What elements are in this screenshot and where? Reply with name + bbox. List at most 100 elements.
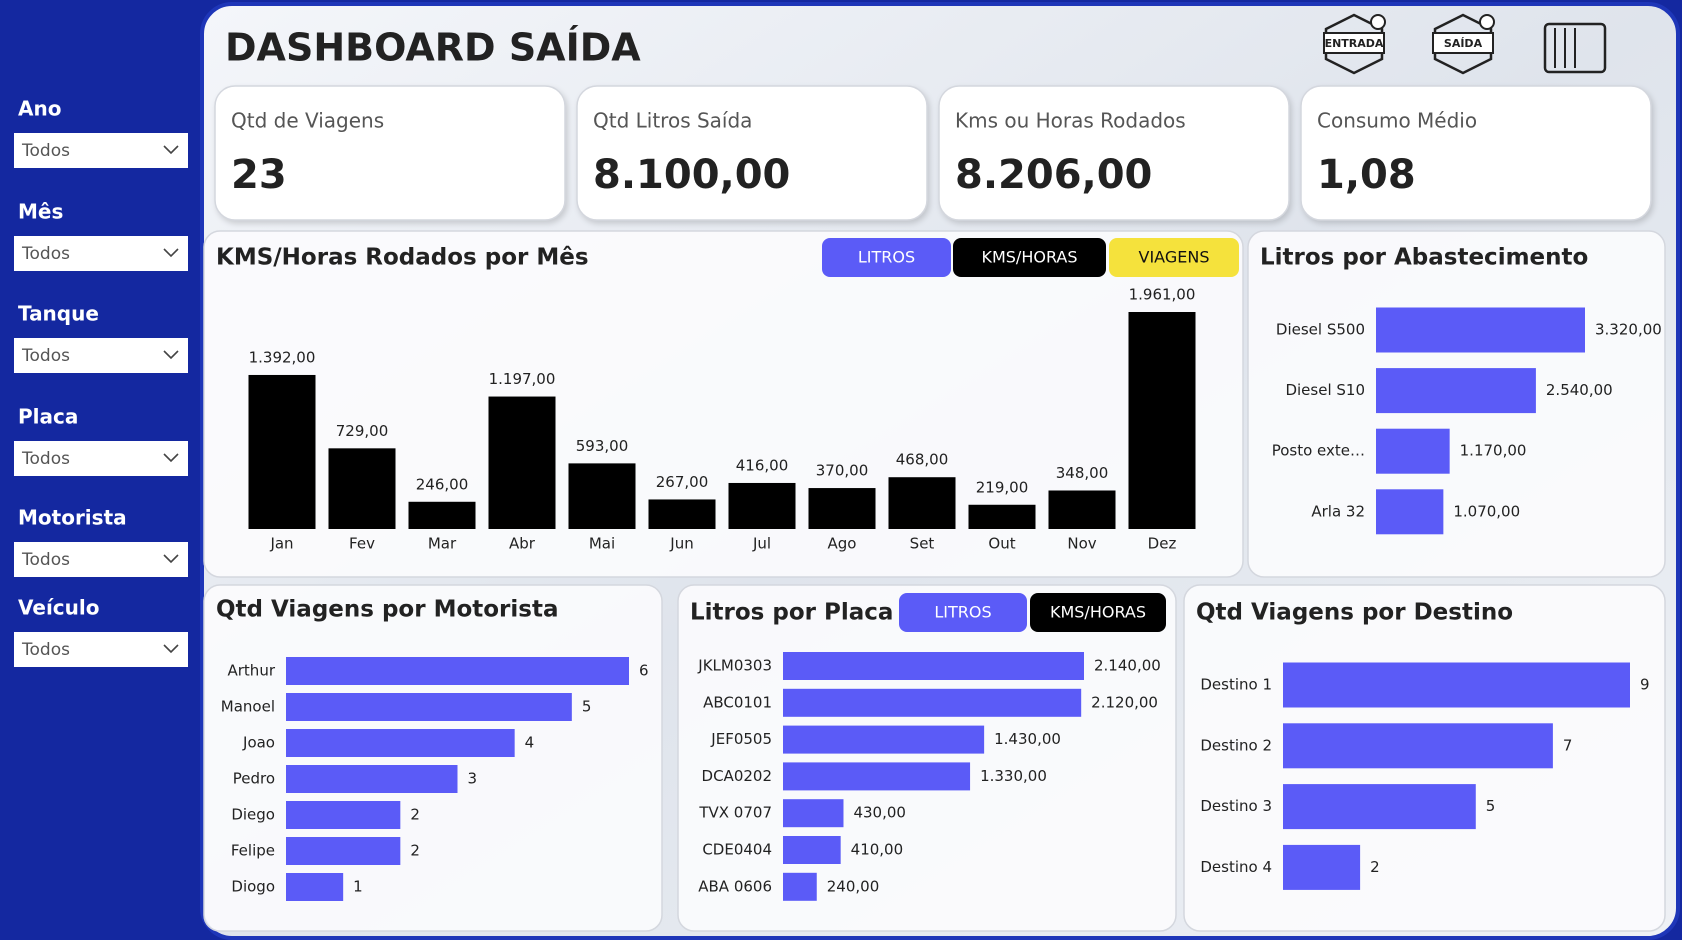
toggle-label: VIAGENS: [1139, 248, 1210, 267]
filter-label: Tanque: [18, 302, 99, 326]
toggle-button[interactable]: [899, 593, 1027, 632]
bar-value-label: 1.070,00: [1453, 502, 1520, 520]
chart-title: Qtd Viagens por Motorista: [216, 597, 558, 623]
dropdown-arrow: [163, 554, 179, 564]
bar: [1376, 489, 1444, 535]
bar-value-label: 240,00: [827, 877, 880, 895]
bar: [783, 799, 844, 828]
y-tick-label: Felipe: [231, 842, 275, 860]
kpi-card: [938, 85, 1290, 221]
bar: [783, 762, 971, 791]
dashboard-title: DASHBOARD SAÍDA: [225, 26, 641, 70]
bar-value-label: 416,00: [736, 456, 789, 474]
x-tick-label: Nov: [1067, 535, 1096, 553]
y-tick-label: Arla 32: [1311, 502, 1365, 520]
bar-value-label: 3: [468, 770, 478, 788]
kpi-value: 8.206,00: [955, 152, 1152, 198]
filter-dropdown[interactable]: [14, 441, 188, 476]
bar-value-label: 267,00: [656, 473, 709, 491]
y-tick-label: Manoel: [221, 698, 275, 716]
kpi-card: [576, 85, 928, 221]
bar: [1376, 307, 1585, 353]
bar: [286, 657, 629, 685]
bar-value-label: 2.540,00: [1546, 381, 1613, 399]
toggle-button[interactable]: [1030, 593, 1166, 632]
bar: [286, 837, 401, 865]
filter-dropdown[interactable]: [14, 236, 188, 271]
chart-title: Litros por Placa: [690, 600, 893, 626]
kpi-value: 23: [231, 152, 287, 198]
bar: [1376, 428, 1450, 474]
y-tick-label: Destino 4: [1200, 858, 1272, 876]
bar: [1283, 784, 1476, 830]
dropdown-arrow: [163, 145, 179, 155]
x-tick-label: Set: [910, 535, 935, 553]
bar: [1283, 662, 1630, 708]
y-tick-label: ABA 0606: [698, 877, 772, 895]
icon-box: [1433, 13, 1493, 75]
bar: [248, 374, 316, 529]
filter-dropdown[interactable]: [14, 632, 188, 667]
dropdown-arrow: [163, 644, 179, 654]
bar-value-label: 1.430,00: [994, 730, 1061, 748]
filter-label: Veículo: [18, 596, 100, 620]
toggle-button[interactable]: [953, 238, 1106, 277]
toggle-button[interactable]: [1109, 238, 1239, 277]
bar: [783, 836, 841, 864]
bar: [488, 396, 556, 529]
filter-label: Mês: [18, 200, 63, 224]
bar-value-label: 370,00: [816, 462, 869, 480]
bar-value-label: 2.120,00: [1091, 693, 1158, 711]
icon-box: [1324, 13, 1384, 75]
filter-value: Todos: [21, 550, 70, 570]
y-tick-label: JEF0505: [710, 730, 772, 748]
filter-value: Todos: [21, 346, 70, 366]
toggle-label: LITROS: [858, 248, 915, 267]
y-tick-label: Diogo: [231, 878, 275, 896]
y-tick-label: Joao: [242, 734, 275, 752]
toggle-label: KMS/HORAS: [1050, 603, 1146, 622]
y-tick-label: Diesel S10: [1285, 381, 1365, 399]
kpi-value: 8.100,00: [593, 152, 790, 198]
y-tick-label: ABC0101: [703, 693, 772, 711]
bar: [286, 729, 515, 757]
bar-value-label: 430,00: [853, 804, 906, 822]
bar-value-label: 9: [1640, 676, 1650, 694]
filter-value: Todos: [21, 141, 70, 161]
icon-tank: [1543, 22, 1607, 74]
filter-dropdown[interactable]: [14, 542, 188, 577]
toggle-button[interactable]: [822, 238, 951, 277]
bar: [1376, 368, 1536, 414]
bar-value-label: 1: [353, 878, 363, 896]
toggle-label: LITROS: [934, 603, 991, 622]
bar: [286, 765, 458, 793]
y-tick-label: TVX 0707: [698, 804, 772, 822]
filter-value: Todos: [21, 244, 70, 264]
y-tick-label: Destino 2: [1200, 736, 1272, 754]
bar-value-label: 468,00: [896, 451, 949, 469]
filter-value: Todos: [21, 640, 70, 660]
x-tick-label: Ago: [828, 535, 857, 553]
chart-title: Litros por Abastecimento: [1260, 245, 1588, 271]
bar-value-label: 7: [1563, 736, 1573, 754]
y-tick-label: DCA0202: [702, 767, 772, 785]
bar-value-label: 2.140,00: [1094, 657, 1161, 675]
dropdown-arrow: [163, 350, 179, 360]
kpi-label: Kms ou Horas Rodados: [955, 109, 1186, 133]
filter-label: Motorista: [18, 506, 127, 530]
x-tick-label: Mai: [589, 535, 615, 553]
filter-dropdown[interactable]: [14, 133, 188, 168]
bar-value-label: 2: [410, 806, 420, 824]
bar: [968, 504, 1036, 529]
bar: [648, 499, 716, 529]
icon-label: ENTRADA: [1325, 37, 1384, 50]
bar: [286, 801, 401, 829]
bar-value-label: 5: [582, 698, 592, 716]
bar: [783, 688, 1082, 717]
icon-label-bg: [1432, 32, 1494, 54]
filter-label: Placa: [18, 405, 78, 429]
kpi-card: [1300, 85, 1652, 221]
bar-value-label: 3.320,00: [1595, 321, 1662, 339]
filter-dropdown[interactable]: [14, 338, 188, 373]
